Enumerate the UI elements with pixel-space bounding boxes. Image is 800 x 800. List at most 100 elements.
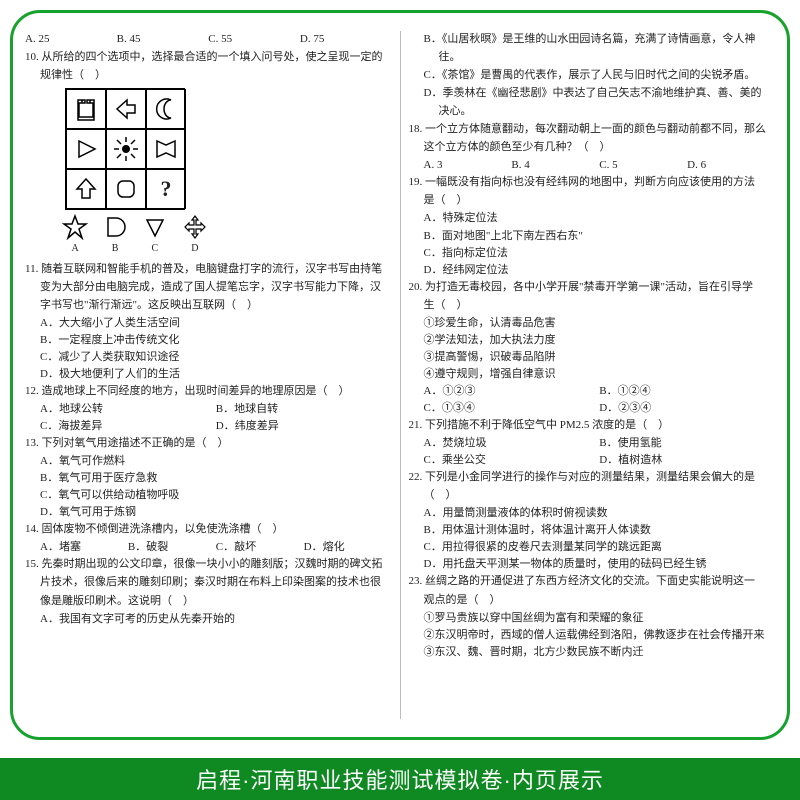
q20-options: A．①②③B．①②④ C．①③④D．②③④ (409, 383, 776, 417)
q12-opt-b: B．地球自转 (216, 401, 392, 418)
q23-text-b: 观点的是（ ） (409, 592, 776, 609)
prev-opt-c: C．《茶馆》是曹禺的代表作，展示了人民与旧时代之间的尖锐矛盾。 (409, 67, 776, 84)
q14-opt-a: A．堵塞 (40, 539, 128, 556)
q9-options: A. 25 B. 45 C. 55 D. 75 (25, 31, 392, 48)
q9-opt-a: A. 25 (25, 31, 117, 48)
castle-icon (73, 96, 99, 122)
sun-burst-icon (113, 136, 139, 162)
footer-banner: 启程·河南职业技能测试模拟卷·内页展示 (0, 758, 800, 800)
q21-opt-d: D．植树造林 (599, 452, 775, 469)
q23-opt-3: ③东汉、魏、晋时期，北方少数民族不断内迁 (409, 644, 776, 661)
q11-text: 11. 随着互联网和智能手机的普及，电脑键盘打字的流行，汉字书写由持笔 (25, 261, 392, 278)
q15-text-c: 像是雕版印刷术。这说明（ ） (25, 593, 392, 610)
q19-text-b: 是（ ） (409, 192, 776, 209)
ans-d-cross-arrow-icon (181, 213, 209, 241)
q20-text-b: 生（ ） (409, 297, 776, 314)
q20-item-3: ③提高警惕，识破毒品陷阱 (409, 349, 776, 366)
q21-text: 21. 下列措施不利于降低空气中 PM2.5 浓度的是（ ） (409, 417, 776, 434)
q11-text-c: 字书写也"渐行渐远"。这反映出互联网（ ） (25, 297, 392, 314)
q10-text: 10. 从所给的四个选项中，选择最合适的一个填入问号处，使之呈现一定的 (25, 49, 392, 66)
q15-opt-a: A．我国有文字可考的历史从先秦开始的 (25, 611, 392, 628)
cell-6 (146, 129, 186, 169)
q21-options: A．焚烧垃圾B．使用氢能 C．乘坐公交D．植树造林 (409, 435, 776, 469)
prev-opt-d2: 决心。 (409, 103, 776, 120)
cell-1 (66, 89, 106, 129)
q15-text-b: 片技术，很像后来的雕刻印刷；秦汉时期在布料上印染图案的技术也很 (25, 574, 392, 591)
q22-options: A．用量筒测量液体的体积时俯视读数 B．用体温计测体温时，将体温计离开人体读数 … (409, 505, 776, 573)
q20-item-4: ④遵守规则，增强自律意识 (409, 366, 776, 383)
q10-text-b: 规律性（ ） (25, 67, 392, 84)
q11-opt-d: D．极大地便利了人们的生活 (25, 366, 392, 383)
q19-opt-b: B．面对地图"上北下南左西右东" (409, 228, 776, 245)
cell-8 (106, 169, 146, 209)
q18-opt-a: A. 3 (424, 157, 512, 174)
answer-shapes (55, 213, 215, 241)
right-column: B．《山居秋暝》是王维的山水田园诗名篇，充满了诗情画意，令人神 往。 C．《茶馆… (409, 31, 776, 719)
q12-options: A．地球公转B．地球自转 C．海拔差异D．纬度差异 (25, 401, 392, 435)
two-column-layout: A. 25 B. 45 C. 55 D. 75 10. 从所给的四个选项中，选择… (25, 31, 775, 719)
q20-items: ①珍爱生命，认清毒品危害 ②学法知法，加大执法力度 ③提高警惕，识破毒品陷阱 ④… (409, 315, 776, 383)
rounded-square-icon (113, 176, 139, 202)
q13-options: A．氧气可作燃料 B．氧气可用于医疗急救 C．氧气可以供给动植物呼吸 D．氧气可… (25, 453, 392, 521)
q19-options: A．特殊定位法 B．面对地图"上北下南左西右东" C．指向标定位法 D．经纬网定… (409, 210, 776, 278)
q13-opt-a: A．氧气可作燃料 (25, 453, 392, 470)
q22-text-b: （ ） (409, 487, 776, 504)
prev-opt-b2: 往。 (409, 49, 776, 66)
answer-labels: A B C D (55, 241, 215, 257)
q15-text: 15. 先秦时期出现的公文印章，很像一块小小的雕刻版；汉魏时期的碑文拓 (25, 556, 392, 573)
cell-9: ? (146, 169, 186, 209)
page-frame: A. 25 B. 45 C. 55 D. 75 10. 从所给的四个选项中，选择… (10, 10, 790, 740)
q23-opt-2: ②东汉明帝时，西域的僧人运载佛经到洛阳，佛教逐步在社会传播开来 (409, 627, 776, 644)
q12-opt-a: A．地球公转 (40, 401, 216, 418)
q13-opt-c: C．氧气可以供给动植物呼吸 (25, 487, 392, 504)
q20-item-1: ①珍爱生命，认清毒品危害 (409, 315, 776, 332)
q14-opt-d: D．熔化 (304, 539, 392, 556)
q20-item-2: ②学法知法，加大执法力度 (409, 332, 776, 349)
cell-5 (106, 129, 146, 169)
q9-opt-d: D. 75 (300, 31, 392, 48)
open-book-icon (153, 136, 179, 162)
q22-opt-a: A．用量筒测量液体的体积时俯视读数 (409, 505, 776, 522)
footer-text: 启程·河南职业技能测试模拟卷·内页展示 (196, 763, 604, 795)
q19-opt-a: A．特殊定位法 (409, 210, 776, 227)
q23-opt-1: ①罗马贵族以穿中国丝绸为富有和荣耀的象征 (409, 610, 776, 627)
q20-opt-a: A．①②③ (424, 383, 600, 400)
q13-opt-d: D．氧气可用于炼钢 (25, 504, 392, 521)
prev-opt-d: D．季羡林在《幽径悲剧》中表达了自己矢志不渝地维护真、善、美的 (409, 85, 776, 102)
q12-text: 12. 造成地球上不同经度的地方，出现时间差异的地理原因是（ ） (25, 383, 392, 400)
triangle-right-icon (73, 136, 99, 162)
q21-opt-a: A．焚烧垃圾 (424, 435, 600, 452)
q19-text: 19. 一幅既没有指向标也没有经纬网的地图中，判断方向应该使用的方法 (409, 174, 776, 191)
q20-text: 20. 为打造无毒校园，各中小学开展"禁毒开学第一课"活动，旨在引导学 (409, 279, 776, 296)
shape-grid: ? (65, 88, 185, 210)
prev-opt-b: B．《山居秋暝》是王维的山水田园诗名篇，充满了诗情画意，令人神 (409, 31, 776, 48)
ans-label-b: B (112, 241, 119, 257)
q21-opt-b: B．使用氢能 (599, 435, 775, 452)
q22-opt-d: D．用托盘天平测某一物体的质量时，使用的砝码已经生锈 (409, 556, 776, 573)
q18-options: A. 3 B. 4 C. 5 D. 6 (409, 157, 776, 174)
cell-4 (66, 129, 106, 169)
q12-opt-d: D．纬度差异 (216, 418, 392, 435)
q23-text: 23. 丝绸之路的开通促进了东西方经济文化的交流。下面史实能说明这一 (409, 573, 776, 590)
q11-opt-c: C．减少了人类获取知识途径 (25, 349, 392, 366)
left-column: A. 25 B. 45 C. 55 D. 75 10. 从所给的四个选项中，选择… (25, 31, 392, 719)
q19-opt-c: C．指向标定位法 (409, 245, 776, 262)
q23-options: ①罗马贵族以穿中国丝绸为富有和荣耀的象征 ②东汉明帝时，西域的僧人运载佛经到洛阳… (409, 610, 776, 661)
q14-text: 14. 固体废物不倾倒进洗涤槽内，以免使洗涤槽（ ） (25, 521, 392, 538)
q9-opt-c: C. 55 (208, 31, 300, 48)
q19-opt-d: D．经纬网定位法 (409, 262, 776, 279)
q13-opt-b: B．氧气可用于医疗急救 (25, 470, 392, 487)
q12-opt-c: C．海拔差异 (40, 418, 216, 435)
q22-opt-c: C．用拉得很紧的皮卷尺去测量某同学的跳远距离 (409, 539, 776, 556)
q18-opt-c: C. 5 (599, 157, 687, 174)
q9-opt-b: B. 45 (117, 31, 209, 48)
q14-opt-b: B．破裂 (128, 539, 216, 556)
q20-opt-d: D．②③④ (599, 400, 775, 417)
q22-opt-b: B．用体温计测体温时，将体温计离开人体读数 (409, 522, 776, 539)
q18-text-b: 这个立方体的颜色至少有几种？（ ） (409, 139, 776, 156)
q11-text-b: 变为大部分由电脑完成，造成了国人提笔忘字，汉字书写能力下降，汉 (25, 279, 392, 296)
q14-options: A．堵塞 B．破裂 C．敲坏 D．熔化 (25, 539, 392, 556)
q22-text: 22. 下列是小金同学进行的操作与对应的测量结果，测量结果会偏大的是 (409, 469, 776, 486)
cell-7 (66, 169, 106, 209)
q11-opt-b: B．一定程度上冲击传统文化 (25, 332, 392, 349)
